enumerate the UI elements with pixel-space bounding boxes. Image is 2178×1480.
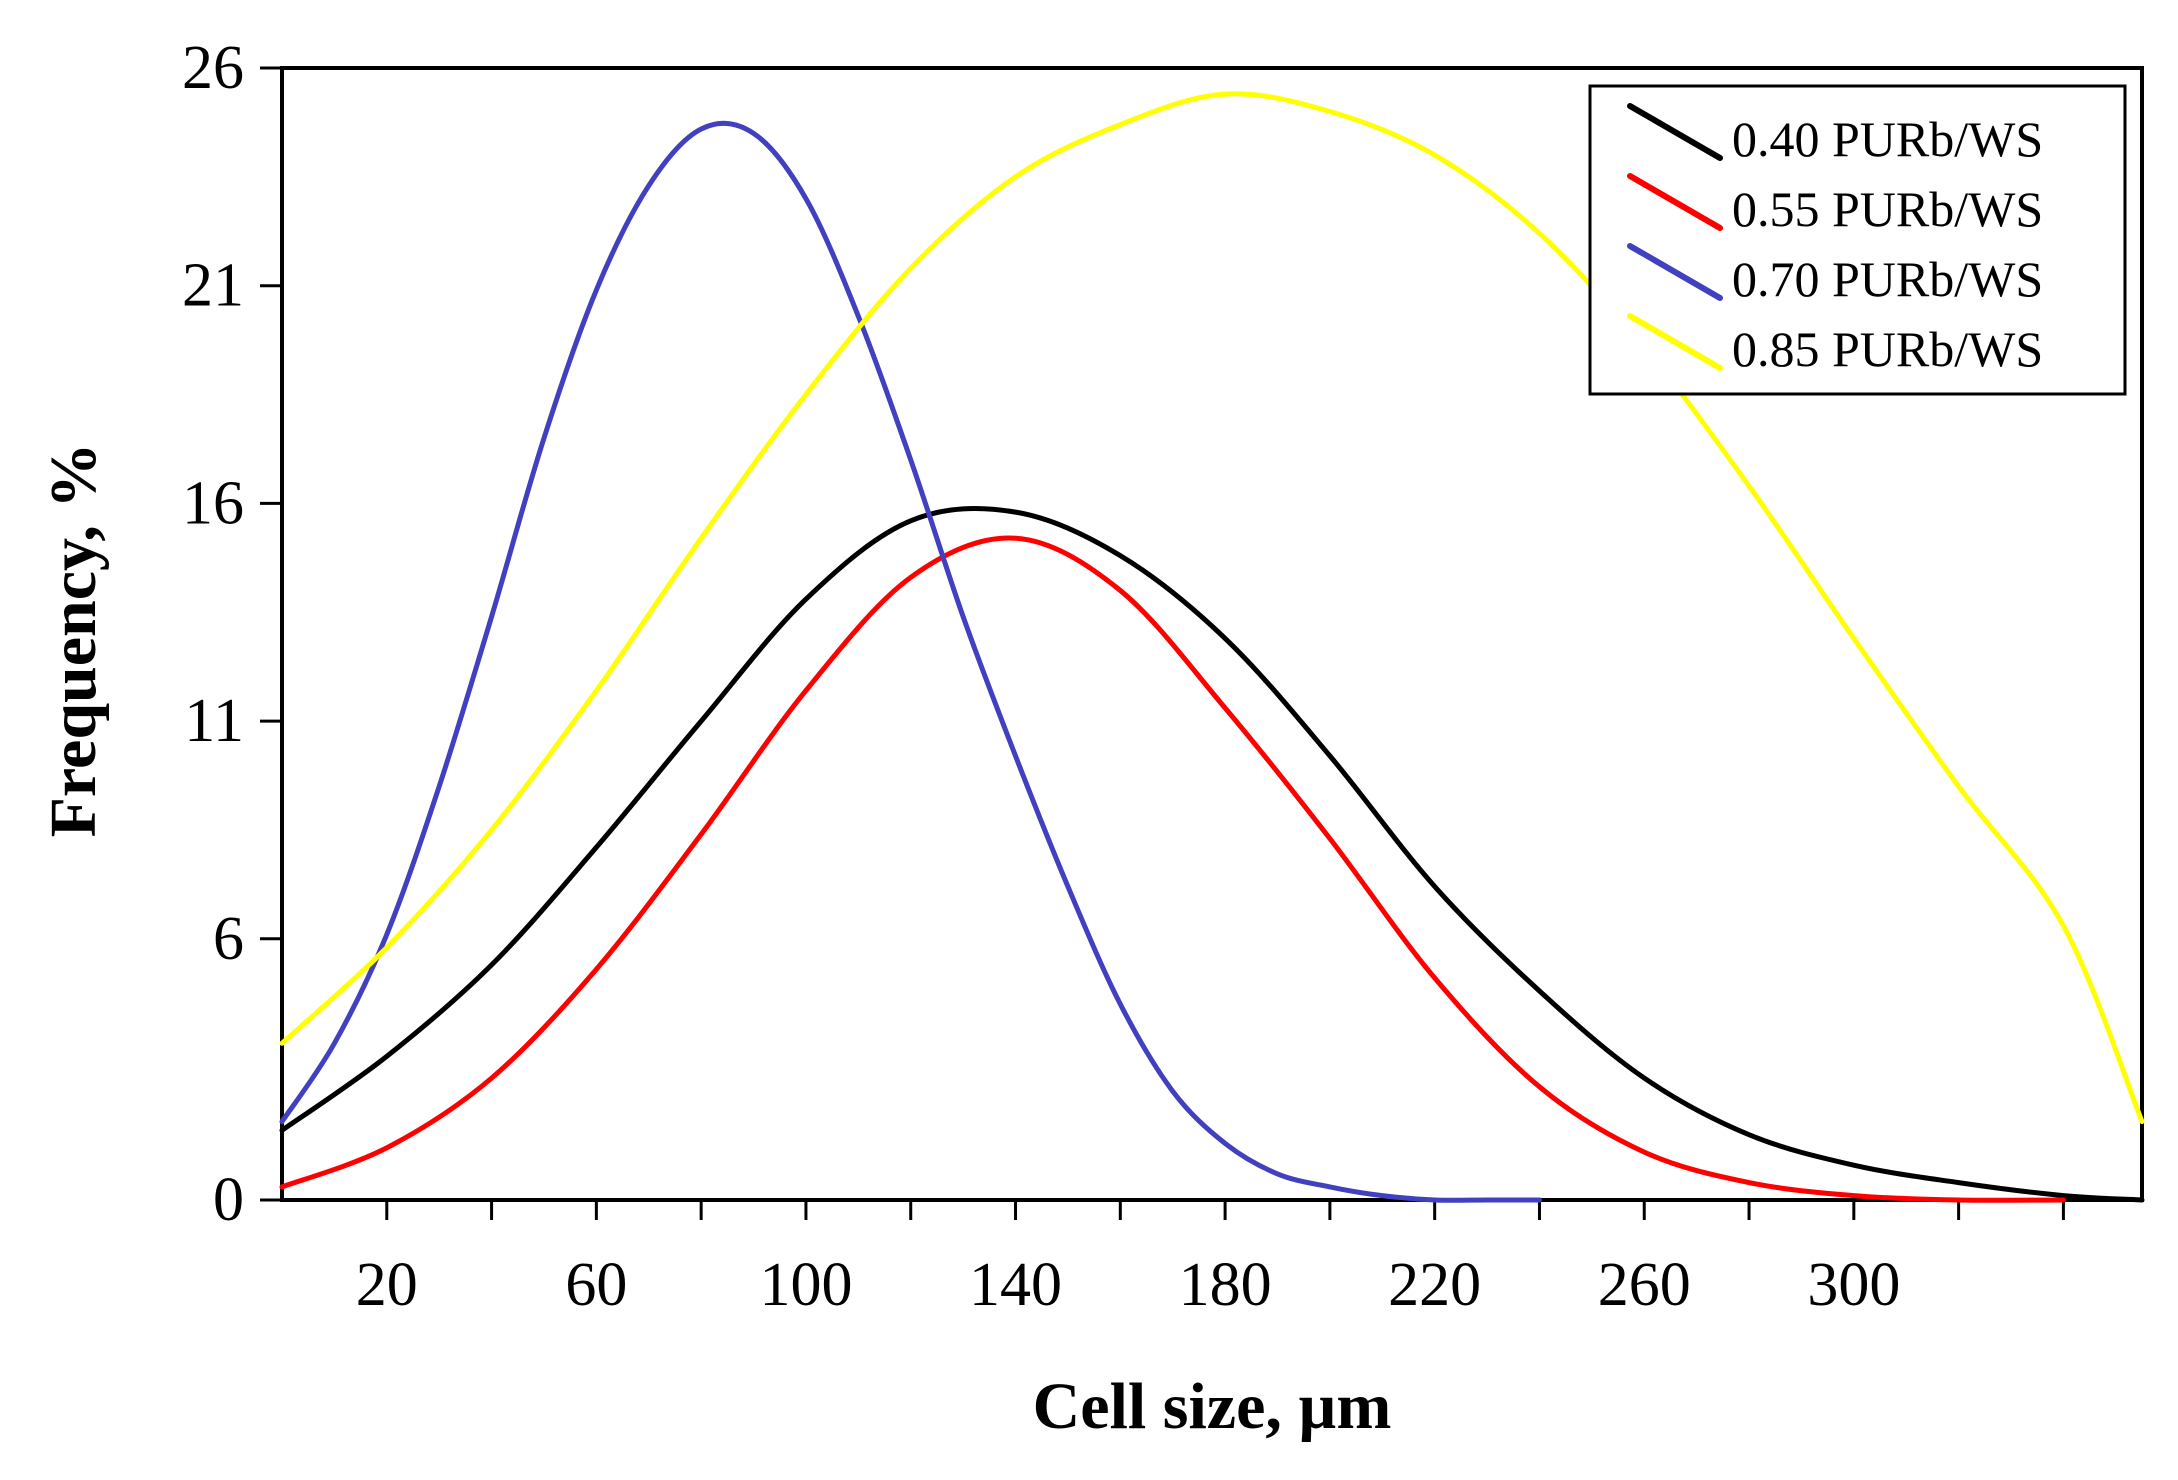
legend-swatch — [1627, 313, 1723, 371]
y-tick-label: 11 — [184, 687, 244, 755]
legend-swatch — [1627, 173, 1723, 231]
x-tick-label: 180 — [1179, 1251, 1272, 1319]
series-line-4 — [279, 91, 2145, 1125]
series-line-2 — [279, 535, 2066, 1203]
legend-label: 0.55 PURb/WS — [1732, 181, 2043, 237]
x-tick-label: 60 — [565, 1251, 627, 1319]
x-tick-label: 260 — [1598, 1251, 1691, 1319]
legend-swatch — [1627, 103, 1723, 161]
y-tick-label: 21 — [182, 252, 244, 320]
y-tick-label: 0 — [213, 1166, 244, 1234]
y-tick-label: 16 — [182, 469, 244, 537]
legend-label: 0.70 PURb/WS — [1732, 251, 2043, 307]
series-line-3 — [279, 120, 1542, 1203]
y-tick-label: 6 — [213, 905, 244, 973]
legend: 0.40 PURb/WS 0.55 PURb/WS 0.70 PURb/WS 0.85… — [1588, 84, 2127, 396]
y-tick-label: 26 — [182, 34, 244, 102]
x-tick-label: 300 — [1807, 1251, 1900, 1319]
series-line-1 — [279, 505, 2145, 1203]
legend-label: 0.85 PURb/WS — [1732, 321, 2043, 377]
legend-swatch — [1627, 243, 1723, 301]
x-axis-title: Cell size, µm — [1033, 1370, 1392, 1443]
plot-frame — [280, 66, 2144, 1202]
x-tick-label: 140 — [969, 1251, 1062, 1319]
legend-label: 0.40 PURb/WS — [1732, 111, 2043, 167]
axes: 0 6 11 16 21 26 20 60 100 140 180 220 260 300 — [182, 34, 2144, 1319]
x-tick-label: 100 — [759, 1251, 852, 1319]
series-lines — [279, 91, 2145, 1203]
y-axis-title: Frequency, % — [37, 443, 110, 838]
x-tick-label: 220 — [1388, 1251, 1481, 1319]
x-tick-label: 20 — [356, 1251, 418, 1319]
